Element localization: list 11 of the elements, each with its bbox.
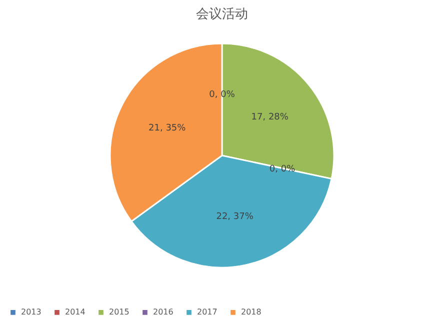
data-label: 21, 35% [148, 124, 186, 134]
legend-label: 2015 [109, 307, 130, 316]
data-label: 17, 28% [251, 112, 289, 123]
legend-label: 2018 [241, 307, 262, 316]
text: 0, 0% [269, 164, 296, 174]
legend-label: 2014 [65, 307, 86, 316]
chart-title: 会议活动 [196, 7, 248, 22]
legend-label: 2017 [197, 307, 218, 316]
data-label: 22, 37% [216, 212, 254, 222]
legend-label: 2013 [21, 307, 42, 316]
legend-label: 2016 [153, 307, 174, 316]
